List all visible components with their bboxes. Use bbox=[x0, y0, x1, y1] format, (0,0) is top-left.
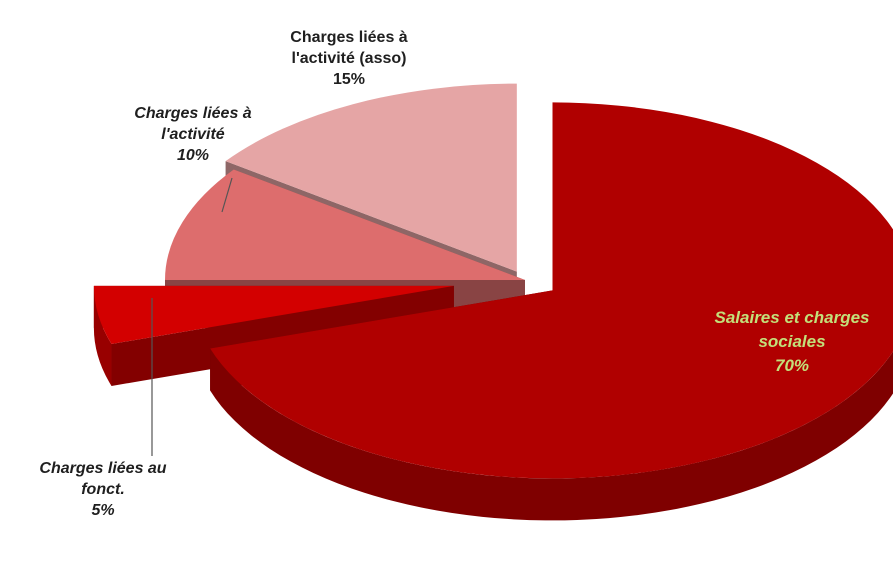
label-activite-line2: l'activité bbox=[161, 126, 225, 143]
label-asso-value: 15% bbox=[332, 71, 366, 88]
label-fonct-value: 5% bbox=[91, 502, 115, 519]
label-asso-line1: Charges liées à bbox=[290, 29, 408, 46]
slice-0-rim-0 bbox=[210, 348, 893, 521]
slice-1-rim-0 bbox=[93, 285, 112, 386]
label-salaires-value: 70% bbox=[774, 356, 810, 375]
slice-2-top bbox=[165, 169, 525, 280]
label-fonct: Charges liées au fonct. 5% bbox=[28, 458, 178, 521]
label-salaires-line1: Salaires et charges bbox=[714, 308, 870, 327]
slice-1 bbox=[93, 285, 454, 386]
slice-0-top bbox=[210, 102, 893, 479]
leader-activite bbox=[221, 177, 233, 213]
label-activite-line1: Charges liées à bbox=[134, 105, 252, 122]
label-activite: Charges liées à l'activité 10% bbox=[118, 103, 268, 166]
label-fonct-line2: fonct. bbox=[81, 481, 125, 498]
label-fonct-line1: Charges liées au bbox=[39, 460, 167, 477]
label-asso-line2: l'activité (asso) bbox=[291, 50, 407, 67]
slice-0 bbox=[210, 102, 893, 521]
label-salaires: Salaires et charges sociales 70% bbox=[712, 306, 872, 378]
label-activite-value: 10% bbox=[176, 147, 210, 164]
label-salaires-line2: sociales bbox=[758, 332, 826, 351]
label-activite-asso: Charges liées à l'activité (asso) 15% bbox=[269, 27, 429, 90]
slice-1-top bbox=[93, 285, 454, 344]
slice-3-top bbox=[225, 83, 517, 272]
